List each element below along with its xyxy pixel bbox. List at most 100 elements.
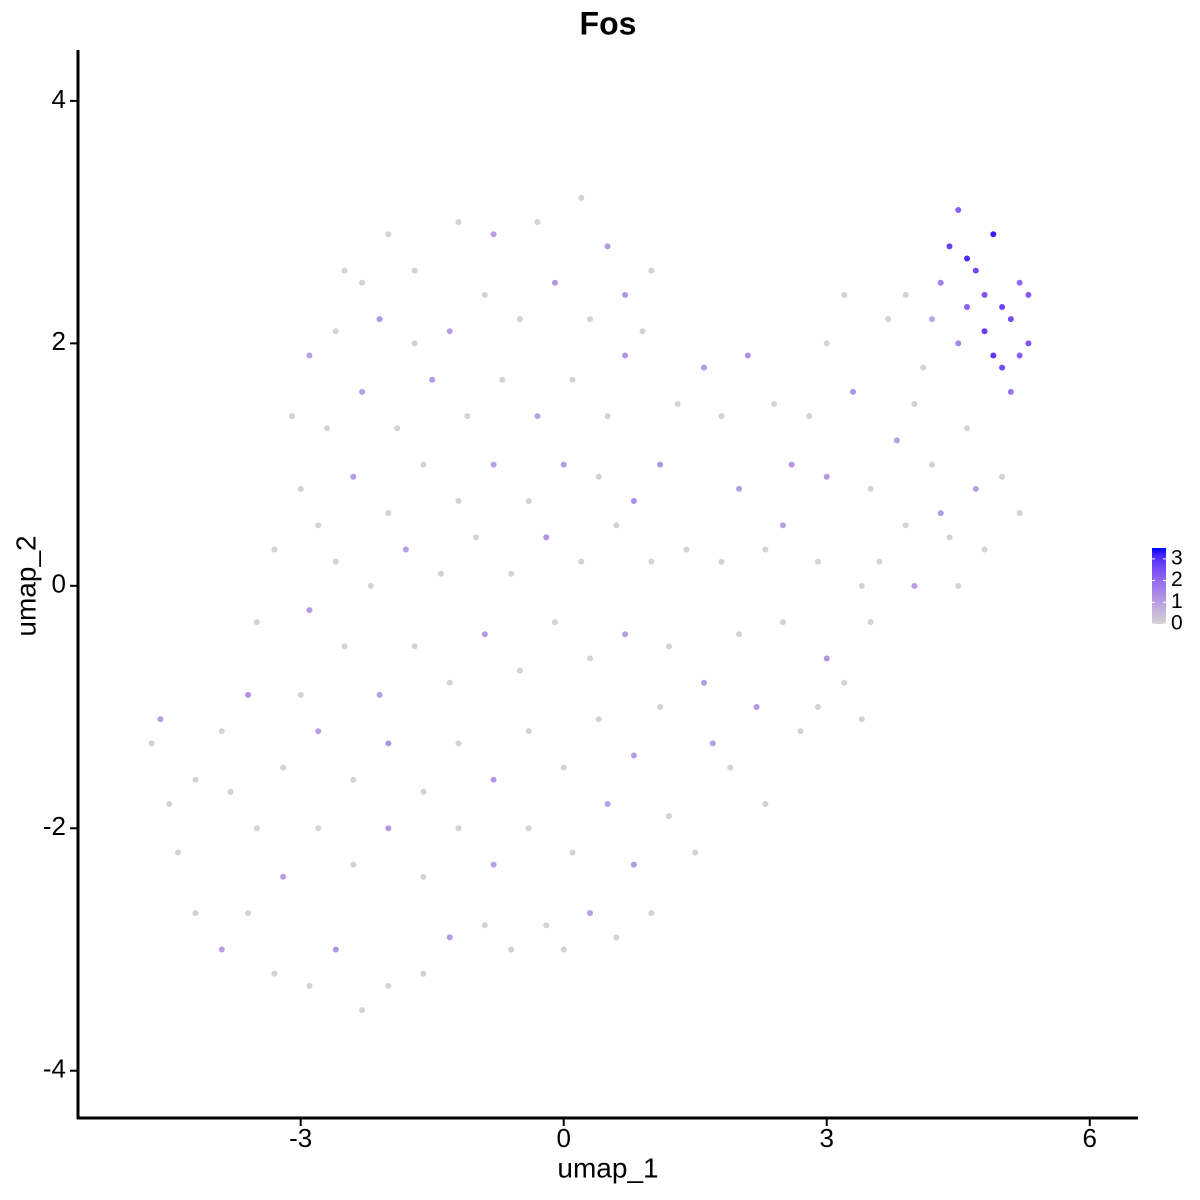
point bbox=[823, 473, 830, 480]
point bbox=[893, 437, 900, 444]
y-tick-label: 0 bbox=[52, 569, 66, 599]
point bbox=[657, 461, 664, 468]
point bbox=[622, 291, 629, 298]
point bbox=[455, 497, 462, 504]
point bbox=[911, 400, 918, 407]
point bbox=[1025, 291, 1032, 298]
point bbox=[227, 788, 234, 795]
point bbox=[402, 546, 409, 553]
point bbox=[306, 982, 313, 989]
point bbox=[297, 485, 304, 492]
point bbox=[508, 946, 515, 953]
point bbox=[630, 861, 637, 868]
point bbox=[657, 704, 664, 711]
point bbox=[315, 825, 322, 832]
colorbar-label: 3 bbox=[1171, 546, 1183, 569]
point bbox=[481, 922, 488, 929]
point bbox=[350, 473, 357, 480]
point bbox=[683, 546, 690, 553]
point bbox=[709, 740, 716, 747]
point bbox=[341, 643, 348, 650]
point bbox=[455, 825, 462, 832]
point bbox=[420, 788, 427, 795]
point bbox=[420, 461, 427, 468]
point bbox=[411, 267, 418, 274]
y-tick-label: -4 bbox=[43, 1054, 66, 1084]
point bbox=[928, 316, 935, 323]
point bbox=[288, 413, 295, 420]
point bbox=[516, 667, 523, 674]
point bbox=[280, 764, 287, 771]
point bbox=[858, 716, 865, 723]
point bbox=[850, 388, 857, 395]
point bbox=[315, 728, 322, 735]
point bbox=[788, 461, 795, 468]
point bbox=[359, 1007, 366, 1014]
point bbox=[332, 558, 339, 565]
point bbox=[902, 522, 909, 529]
point bbox=[420, 873, 427, 880]
x-tick-label: 6 bbox=[1083, 1123, 1097, 1153]
point bbox=[701, 364, 708, 371]
point bbox=[990, 231, 997, 238]
point bbox=[315, 522, 322, 529]
point bbox=[885, 316, 892, 323]
point bbox=[376, 316, 383, 323]
point bbox=[587, 316, 594, 323]
point bbox=[613, 522, 620, 529]
point bbox=[955, 582, 962, 589]
point bbox=[665, 813, 672, 820]
y-axis-title: umap_2 bbox=[10, 535, 41, 636]
point bbox=[446, 328, 453, 335]
point bbox=[753, 704, 760, 711]
point bbox=[455, 740, 462, 747]
point bbox=[999, 364, 1006, 371]
point bbox=[990, 352, 997, 359]
point bbox=[429, 376, 436, 383]
point bbox=[253, 825, 260, 832]
point bbox=[692, 849, 699, 856]
point bbox=[359, 279, 366, 286]
point bbox=[455, 219, 462, 226]
point bbox=[771, 400, 778, 407]
point bbox=[543, 534, 550, 541]
point bbox=[473, 534, 480, 541]
y-tick-label: 2 bbox=[52, 326, 66, 356]
point bbox=[648, 267, 655, 274]
point bbox=[245, 910, 252, 917]
point bbox=[499, 376, 506, 383]
x-tick-label: -3 bbox=[289, 1123, 312, 1153]
point bbox=[350, 861, 357, 868]
point bbox=[736, 631, 743, 638]
x-axis-title: umap_1 bbox=[557, 1152, 658, 1183]
point bbox=[332, 328, 339, 335]
point bbox=[928, 461, 935, 468]
point bbox=[271, 970, 278, 977]
point bbox=[1025, 340, 1032, 347]
x-tick-label: 0 bbox=[556, 1123, 570, 1153]
point bbox=[876, 558, 883, 565]
point bbox=[648, 910, 655, 917]
point bbox=[823, 655, 830, 662]
point bbox=[569, 849, 576, 856]
point bbox=[1016, 279, 1023, 286]
point bbox=[674, 400, 681, 407]
point bbox=[359, 388, 366, 395]
point bbox=[218, 728, 225, 735]
point bbox=[166, 801, 173, 808]
point bbox=[490, 231, 497, 238]
point bbox=[841, 679, 848, 686]
point bbox=[999, 473, 1006, 480]
point bbox=[981, 328, 988, 335]
point bbox=[525, 497, 532, 504]
point bbox=[508, 570, 515, 577]
point bbox=[946, 243, 953, 250]
point bbox=[490, 776, 497, 783]
point bbox=[578, 558, 585, 565]
point bbox=[762, 546, 769, 553]
point bbox=[490, 861, 497, 868]
point bbox=[490, 461, 497, 468]
point bbox=[911, 582, 918, 589]
point bbox=[420, 970, 427, 977]
point bbox=[867, 485, 874, 492]
